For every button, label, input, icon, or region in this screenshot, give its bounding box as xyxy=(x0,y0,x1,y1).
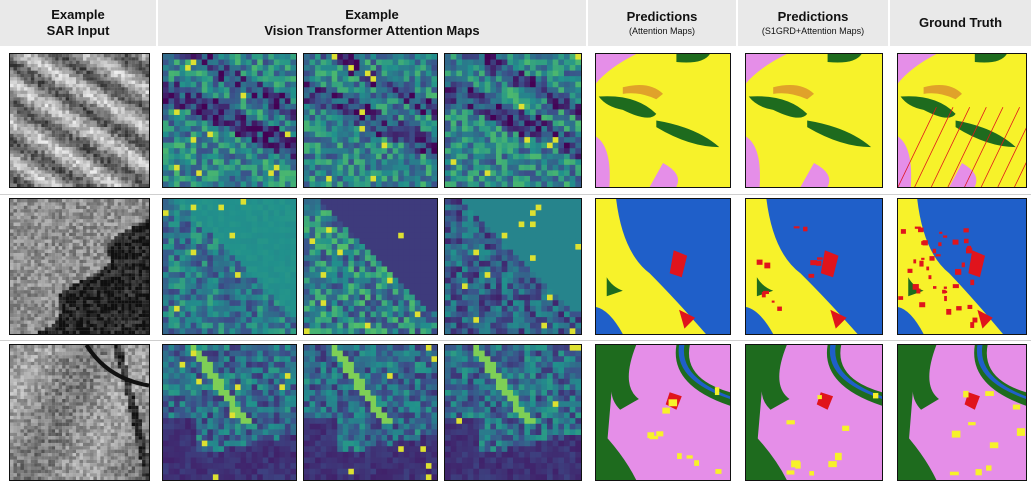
prediction-s1grd-image xyxy=(745,344,883,481)
prediction-attention-image xyxy=(595,198,731,335)
sar-input-image xyxy=(9,53,150,188)
attention-map-image xyxy=(162,198,297,335)
header-vit-subtitle: Vision Transformer Attention Maps xyxy=(264,23,480,38)
attention-map-image xyxy=(444,344,582,481)
attention-map-image xyxy=(444,198,582,335)
header-pred-s1-title: Predictions xyxy=(777,8,849,24)
sar-input-image xyxy=(9,198,150,335)
attention-map-image xyxy=(303,53,438,188)
attention-map-image xyxy=(162,53,297,188)
row-divider xyxy=(0,194,1031,195)
prediction-attention-image xyxy=(595,344,731,481)
prediction-attention-image xyxy=(595,53,731,188)
header-pred-s1-subtitle: (S1GRD+Attention Maps) xyxy=(761,25,865,36)
header-pred-att-title: Predictions xyxy=(626,8,698,24)
row-divider xyxy=(0,340,1031,341)
attention-map-image xyxy=(303,344,438,481)
prediction-s1grd-image xyxy=(745,53,883,188)
header-sar-title: Example xyxy=(51,7,105,22)
attention-map-image xyxy=(303,198,438,335)
ground-truth-image xyxy=(897,53,1027,188)
header-gt-title: Ground Truth xyxy=(918,15,1003,30)
ground-truth-image xyxy=(897,198,1027,335)
header-pred-att: Predictions (Attention Maps) xyxy=(588,0,736,46)
header-vit: Example Vision Transformer Attention Map… xyxy=(158,0,586,46)
ground-truth-image xyxy=(897,344,1027,481)
prediction-s1grd-image xyxy=(745,198,883,335)
header-sar: Example SAR Input xyxy=(0,0,156,46)
header-pred-s1: Predictions (S1GRD+Attention Maps) xyxy=(738,0,888,46)
header-vit-title: Example xyxy=(345,7,399,22)
header-gt: Ground Truth xyxy=(890,0,1031,46)
attention-map-image xyxy=(162,344,297,481)
header-sar-subtitle: SAR Input xyxy=(46,23,110,38)
attention-map-image xyxy=(444,53,582,188)
sar-input-image xyxy=(9,344,150,481)
header-pred-att-subtitle: (Attention Maps) xyxy=(628,25,696,36)
